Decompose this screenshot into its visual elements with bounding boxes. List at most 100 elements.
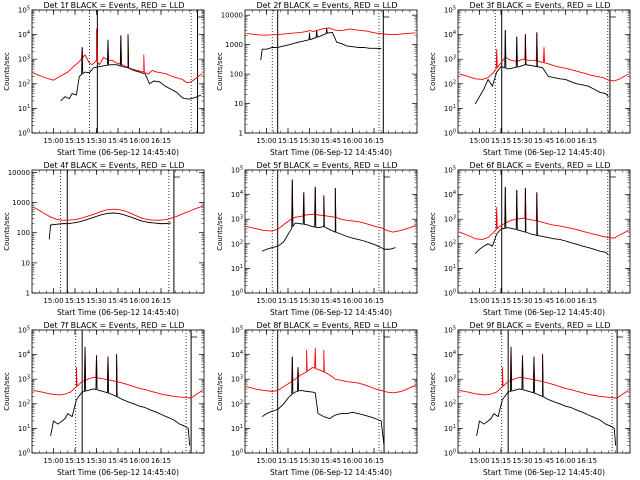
event-rate-line [261, 356, 385, 446]
x-axis-label: Start Time (06-Sep-12 14:45:40) [270, 148, 392, 157]
x-tick-label: 15:15 [491, 137, 511, 145]
x-tick-label: 16:00 [342, 457, 362, 465]
y-tick-label: 103 [18, 55, 30, 64]
event-rate-line [260, 28, 382, 61]
y-tick-label: 100 [17, 229, 30, 237]
y-tick-label: 105 [444, 166, 456, 175]
panel-title: Det 9f BLACK = Events, RED = LLD [469, 321, 610, 330]
y-axis-label: Counts/sec [216, 212, 224, 251]
series-group [33, 28, 203, 102]
x-tick-label: 15:45 [108, 457, 128, 465]
y-tick-label: 10000 [221, 12, 243, 20]
x-tick-label: 15:00 [256, 297, 276, 305]
x-tick-label: 15:30 [299, 297, 319, 305]
lld-rate-line [459, 346, 629, 399]
x-axis-label: Start Time (06-Sep-12 14:45:40) [57, 468, 179, 477]
lld-rate-line [246, 179, 416, 233]
y-tick-label: 105 [231, 326, 243, 335]
y-tick-label: 105 [231, 166, 243, 175]
x-tick-label: 16:00 [555, 137, 575, 145]
interval-bracket [382, 11, 390, 18]
x-tick-label: 15:15 [65, 457, 85, 465]
x-tick-label: 16:15 [151, 137, 171, 145]
x-tick-label: 16:00 [342, 297, 362, 305]
y-tick-label: 104 [444, 30, 456, 39]
x-tick-label: 15:15 [278, 137, 298, 145]
lld-rate-line [459, 186, 629, 240]
plot-frame [457, 329, 631, 454]
interval-bracket [383, 331, 391, 338]
panel-title: Det 3f BLACK = Events, RED = LLD [469, 1, 610, 10]
event-rate-line [474, 186, 609, 256]
lld-rate-line [459, 29, 629, 82]
x-tick-label: 15:30 [86, 297, 106, 305]
event-rate-line [50, 346, 191, 446]
y-tick-label: 100 [444, 449, 456, 458]
y-tick-label: 103 [444, 215, 456, 224]
x-tick-label: 16:15 [151, 297, 171, 305]
x-axis-label: Start Time (06-Sep-12 14:45:40) [57, 148, 179, 157]
x-tick-label: 15:00 [43, 297, 63, 305]
x-tick-label: 15:15 [278, 297, 298, 305]
detector-panel-3: Det 3f BLACK = Events, RED = LLD Start Ti… [426, 0, 639, 160]
x-tick-label: 15:00 [256, 137, 276, 145]
plot-frame [457, 9, 631, 134]
detector-panel-5: Det 5f BLACK = Events, RED = LLD Start Ti… [213, 160, 426, 320]
x-tick-label: 16:15 [364, 297, 384, 305]
y-tick-label: 101 [444, 424, 456, 433]
series-group [246, 347, 416, 446]
x-tick-label: 16:15 [151, 457, 171, 465]
x-tick-label: 15:45 [534, 457, 554, 465]
x-tick-label: 15:00 [469, 297, 489, 305]
lld-rate-line [33, 28, 203, 84]
series-group [459, 186, 629, 256]
panel-title: Det 1f BLACK = Events, RED = LLD [43, 1, 184, 10]
y-tick-label: 105 [18, 6, 30, 15]
plot-frame [31, 169, 205, 294]
lld-rate-line [246, 347, 416, 394]
y-axis-label: Counts/sec [429, 212, 437, 251]
y-tick-label: 103 [231, 375, 243, 384]
detector-plot-svg: Det 1f BLACK = Events, RED = LLD Start Ti… [3, 1, 205, 157]
y-axis-label: Counts/sec [3, 52, 11, 91]
panel-title: Det 8f BLACK = Events, RED = LLD [256, 321, 397, 330]
detector-panel-4: Det 4f BLACK = Events, RED = LLD Start Ti… [0, 160, 213, 320]
event-rate-line [48, 212, 172, 240]
x-tick-label: 15:45 [321, 457, 341, 465]
x-tick-label: 15:45 [534, 137, 554, 145]
series-group [459, 346, 629, 446]
y-tick-label: 102 [18, 79, 30, 88]
detector-plot-svg: Det 6f BLACK = Events, RED = LLD Start Ti… [429, 161, 631, 317]
y-tick-label: 104 [18, 30, 30, 39]
x-axis-label: Start Time (06-Sep-12 14:45:40) [483, 468, 605, 477]
y-tick-label: 101 [231, 264, 243, 273]
detector-panel-8: Det 8f BLACK = Events, RED = LLD Start Ti… [213, 320, 426, 480]
y-axis-label: Counts/sec [216, 52, 224, 91]
y-tick-label: 1 [239, 130, 243, 138]
event-rate-line [60, 34, 202, 102]
interval-bracket [197, 11, 204, 18]
y-axis-label: Counts/sec [429, 52, 437, 91]
detector-panel-2: Det 2f BLACK = Events, RED = LLD Start Ti… [213, 0, 426, 160]
y-tick-label: 102 [231, 239, 243, 248]
y-tick-label: 101 [231, 424, 243, 433]
y-tick-label: 100 [444, 289, 456, 298]
y-tick-label: 100 [230, 71, 243, 79]
y-axis-label: Counts/sec [216, 372, 224, 411]
detector-panel-7: Det 7f BLACK = Events, RED = LLD Start Ti… [0, 320, 213, 480]
series-group [246, 179, 416, 252]
y-tick-label: 104 [444, 190, 456, 199]
x-tick-label: 15:30 [512, 457, 532, 465]
y-tick-label: 105 [444, 326, 456, 335]
y-tick-label: 103 [18, 375, 30, 384]
y-tick-label: 100 [444, 129, 456, 138]
y-tick-label: 103 [231, 215, 243, 224]
y-tick-label: 1000 [225, 41, 243, 49]
x-tick-label: 15:00 [43, 137, 63, 145]
x-tick-label: 16:00 [129, 297, 149, 305]
x-tick-label: 16:15 [577, 137, 597, 145]
x-tick-label: 15:30 [86, 457, 106, 465]
y-tick-label: 102 [444, 399, 456, 408]
x-axis-label: Start Time (06-Sep-12 14:45:40) [483, 148, 605, 157]
detector-plot-svg: Det 5f BLACK = Events, RED = LLD Start Ti… [216, 161, 418, 317]
